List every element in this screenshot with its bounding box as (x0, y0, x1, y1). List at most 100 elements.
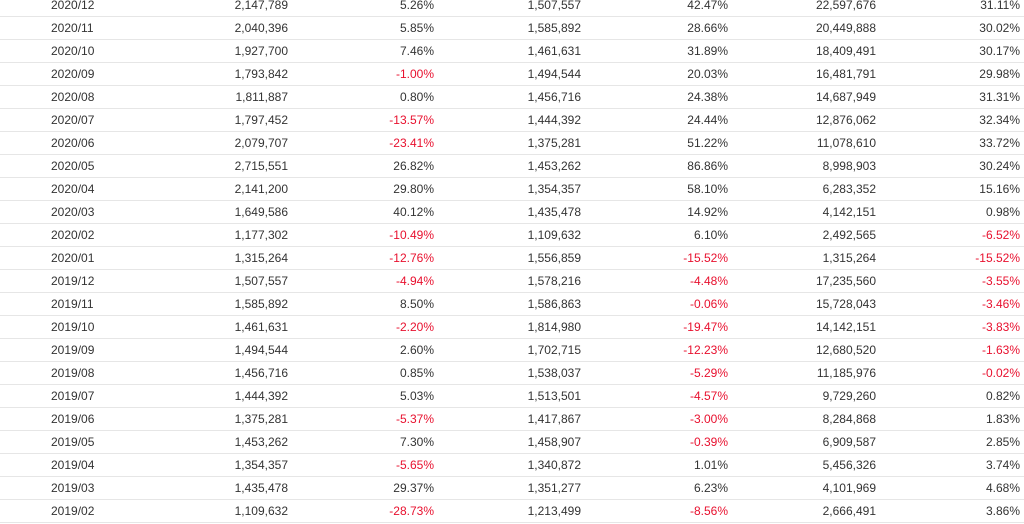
change-cell: -5.65% (395, 458, 434, 472)
table-row: 2019/09 1,494,544 2.60% 1,702,715 -12.23% 12,… (0, 339, 1024, 362)
table-row: 2020/07 1,797,452 -13.57% 1,444,392 24.44% 12… (0, 109, 1024, 132)
change-cell: 0.85% (399, 366, 434, 380)
cumulative-change-cell: -3.55% (981, 274, 1020, 288)
month-cell: 2020/07 (51, 113, 95, 127)
prev-value-cell: 1,351,277 (527, 481, 581, 495)
table-row: 2020/03 1,649,586 40.12% 1,435,478 14.92% 4,1… (0, 201, 1024, 224)
value-cell: 1,585,892 (234, 297, 288, 311)
value-cell: 2,040,396 (234, 21, 288, 35)
cumulative-cell: 4,142,151 (822, 205, 876, 219)
change-cell: 29.80% (393, 182, 434, 196)
prev-value-cell: 1,453,262 (527, 159, 581, 173)
change-cell: 2.60% (399, 343, 434, 357)
yoy-change-cell: 31.89% (687, 44, 728, 58)
cumulative-change-cell: -0.02% (981, 366, 1020, 380)
yoy-change-cell: 1.01% (693, 458, 728, 472)
yoy-change-cell: 6.23% (693, 481, 728, 495)
table-row: 2020/11 2,040,396 5.85% 1,585,892 28.66% 20,4… (0, 17, 1024, 40)
cumulative-cell: 20,449,888 (815, 21, 876, 35)
month-cell: 2019/06 (51, 412, 95, 426)
cumulative-cell: 18,409,491 (815, 44, 876, 58)
yoy-change-cell: -3.00% (689, 412, 728, 426)
month-cell: 2020/09 (51, 67, 95, 81)
prev-value-cell: 1,435,478 (527, 205, 581, 219)
cumulative-change-cell: 3.86% (985, 504, 1020, 518)
cumulative-change-cell: -1.63% (981, 343, 1020, 357)
cumulative-change-cell: -15.52% (975, 251, 1020, 265)
change-cell: -12.76% (389, 251, 434, 265)
cumulative-cell: 2,492,565 (822, 228, 876, 242)
month-cell: 2019/03 (51, 481, 95, 495)
cumulative-cell: 12,876,062 (815, 113, 876, 127)
table-row: 2020/09 1,793,842 -1.00% 1,494,544 20.03% 16,… (0, 63, 1024, 86)
prev-value-cell: 1,213,499 (527, 504, 581, 518)
value-cell: 1,109,632 (234, 504, 288, 518)
yoy-change-cell: -8.56% (689, 504, 728, 518)
table-row: 2019/12 1,507,557 -4.94% 1,578,216 -4.48% 17,… (0, 270, 1024, 293)
prev-value-cell: 1,814,980 (527, 320, 581, 334)
month-cell: 2019/12 (51, 274, 95, 288)
change-cell: -23.41% (389, 136, 434, 150)
cumulative-change-cell: 15.16% (979, 182, 1020, 196)
cumulative-change-cell: 0.98% (985, 205, 1020, 219)
value-cell: 2,079,707 (234, 136, 288, 150)
month-cell: 2020/12 (51, 0, 95, 12)
cumulative-cell: 15,728,043 (815, 297, 876, 311)
cumulative-change-cell: 1.83% (985, 412, 1020, 426)
yoy-change-cell: -0.39% (689, 435, 728, 449)
yoy-change-cell: 20.03% (687, 67, 728, 81)
yoy-change-cell: -12.23% (683, 343, 728, 357)
value-cell: 1,315,264 (234, 251, 288, 265)
value-cell: 1,507,557 (234, 274, 288, 288)
value-cell: 2,715,551 (234, 159, 288, 173)
cumulative-cell: 11,185,976 (816, 366, 876, 380)
month-cell: 2019/08 (51, 366, 95, 380)
month-cell: 2020/08 (51, 90, 95, 104)
yoy-change-cell: -15.52% (683, 251, 728, 265)
cumulative-cell: 14,142,151 (815, 320, 876, 334)
month-cell: 2019/11 (51, 297, 94, 311)
month-cell: 2020/05 (51, 159, 95, 173)
change-cell: -10.49% (389, 228, 434, 242)
table-row: 2019/02 1,109,632 -28.73% 1,213,499 -8.56% 2,… (0, 500, 1024, 523)
value-cell: 1,354,357 (234, 458, 288, 472)
cumulative-change-cell: 31.31% (979, 90, 1020, 104)
table-row: 2019/11 1,585,892 8.50% 1,586,863 -0.06% 15,7… (0, 293, 1024, 316)
prev-value-cell: 1,507,557 (527, 0, 581, 12)
month-cell: 2019/02 (51, 504, 95, 518)
month-cell: 2020/03 (51, 205, 95, 219)
value-cell: 1,461,631 (234, 320, 288, 334)
change-cell: -1.00% (395, 67, 434, 81)
yoy-change-cell: 51.22% (687, 136, 728, 150)
cumulative-cell: 4,101,969 (822, 481, 876, 495)
table-row: 2020/12 2,147,789 5.26% 1,507,557 42.47% 22,5… (0, 0, 1024, 17)
value-cell: 1,435,478 (234, 481, 288, 495)
month-cell: 2020/06 (51, 136, 95, 150)
value-cell: 1,375,281 (234, 412, 288, 426)
table-row: 2019/08 1,456,716 0.85% 1,538,037 -5.29% 11,1… (0, 362, 1024, 385)
table-row: 2020/10 1,927,700 7.46% 1,461,631 31.89% 18,4… (0, 40, 1024, 63)
yoy-change-cell: 58.10% (687, 182, 728, 196)
cumulative-change-cell: 0.82% (985, 389, 1020, 403)
yoy-change-cell: 14.92% (687, 205, 728, 219)
table-row: 2020/08 1,811,887 0.80% 1,456,716 24.38% 14,6… (0, 86, 1024, 109)
yoy-change-cell: 24.44% (687, 113, 728, 127)
value-cell: 1,797,452 (234, 113, 288, 127)
month-cell: 2020/10 (51, 44, 95, 58)
change-cell: -2.20% (395, 320, 434, 334)
prev-value-cell: 1,340,872 (527, 458, 581, 472)
table-row: 2019/07 1,444,392 5.03% 1,513,501 -4.57% 9,72… (0, 385, 1024, 408)
prev-value-cell: 1,538,037 (527, 366, 581, 380)
yoy-change-cell: -4.57% (689, 389, 728, 403)
yoy-change-cell: 86.86% (687, 159, 728, 173)
value-cell: 1,177,302 (234, 228, 288, 242)
yoy-change-cell: 6.10% (693, 228, 728, 242)
prev-value-cell: 1,556,859 (527, 251, 581, 265)
prev-value-cell: 1,354,357 (527, 182, 581, 196)
cumulative-cell: 12,680,520 (815, 343, 876, 357)
cumulative-cell: 11,078,610 (816, 136, 876, 150)
cumulative-change-cell: -6.52% (981, 228, 1020, 242)
month-cell: 2020/11 (51, 21, 94, 35)
value-cell: 1,793,842 (234, 67, 288, 81)
change-cell: 7.30% (399, 435, 434, 449)
